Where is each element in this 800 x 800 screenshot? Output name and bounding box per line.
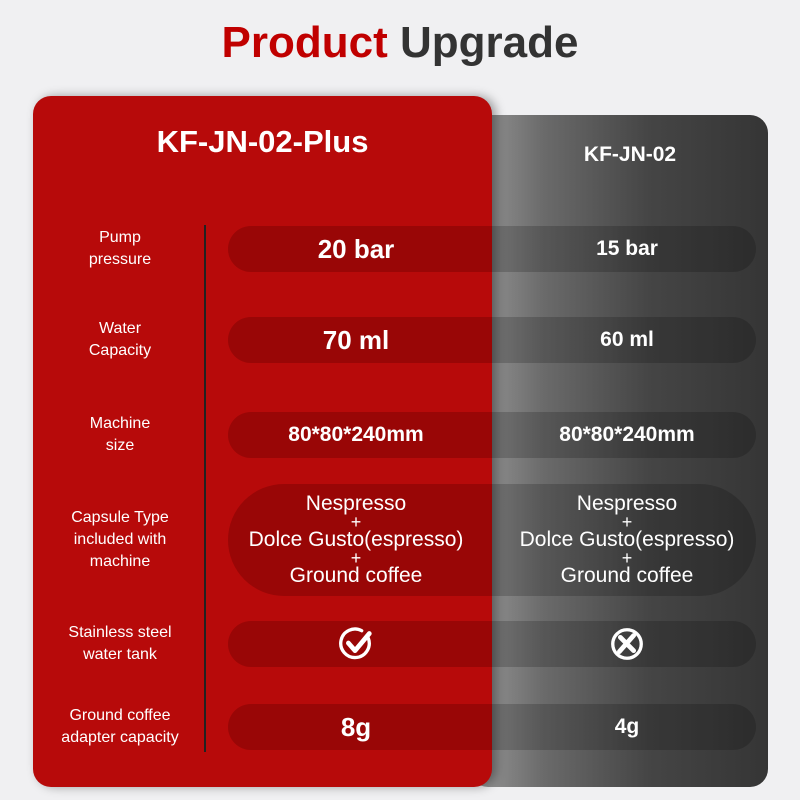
base-value: 60 ml	[600, 328, 654, 351]
plus-value-pill	[228, 317, 492, 363]
plus-value: 20 bar	[317, 233, 395, 264]
base-value-pill	[492, 226, 756, 272]
row-label: Water Capacity	[88, 320, 152, 359]
base-value-pill	[492, 704, 756, 750]
row-label: Pump pressure	[88, 229, 152, 268]
base-value: 4g	[614, 715, 640, 738]
row-label: Stainless steel water tank	[68, 624, 172, 663]
plus-value-pill	[228, 226, 492, 272]
plus-model-heading: KF-JN-02-Plus	[156, 124, 369, 159]
check-circle-icon	[339, 627, 372, 660]
plus-value: Nespresso + Dolce Gusto(espresso) + Ground c…	[248, 492, 464, 587]
row-label: Capsule Type included with machine	[71, 509, 169, 570]
plus-value-pill	[228, 484, 492, 596]
plus-value: 80*80*240mm	[288, 423, 424, 446]
base-value-pill	[492, 484, 756, 596]
base-value	[492, 621, 762, 667]
plus-value-pill	[228, 704, 492, 750]
base-model-card	[470, 115, 768, 787]
base-value-pill	[492, 412, 756, 458]
divider	[204, 225, 206, 752]
plus-value: 8g	[340, 711, 372, 742]
page-title: Product Upgrade	[221, 18, 579, 67]
base-value: 80*80*240mm	[559, 423, 695, 446]
base-value: Nespresso + Dolce Gusto(espresso) + Ground c…	[519, 492, 735, 587]
row-label: Ground coffee adapter capacity	[61, 707, 179, 746]
plus-value: 70 ml	[322, 324, 390, 355]
base-model-heading: KF-JN-02	[583, 143, 677, 166]
row-label: Machine size	[89, 415, 151, 454]
base-value: 15 bar	[596, 237, 658, 260]
plus-value-pill	[228, 412, 492, 458]
base-value-pill	[492, 317, 756, 363]
plus-value	[228, 621, 484, 667]
x-circle-icon	[611, 628, 643, 660]
